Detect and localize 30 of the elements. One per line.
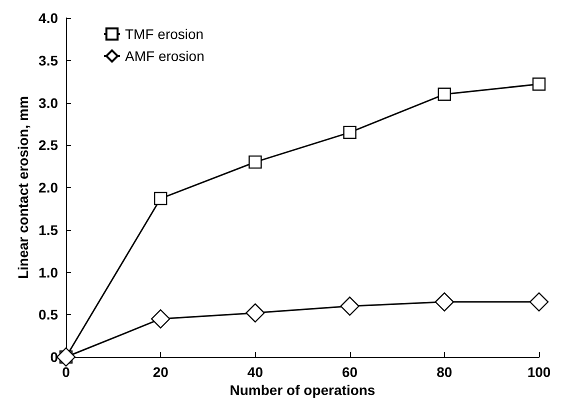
x-tick-label: 80 [436, 364, 452, 380]
y-tick-label: 1.0 [38, 264, 58, 280]
y-tick-label: 0.5 [38, 306, 58, 323]
x-tick-label: 100 [527, 364, 551, 380]
y-tick-label: 2.5 [38, 137, 58, 154]
point [246, 303, 265, 323]
point [248, 155, 262, 169]
x-tick-label: 40 [247, 364, 264, 380]
y-tick-label: 1.5 [38, 222, 58, 238]
x-tick-label: 20 [152, 364, 169, 380]
point [532, 78, 546, 91]
point [434, 292, 454, 312]
y-tick-label: 3.0 [38, 94, 58, 111]
y-axis-title: Linear contact erosion, mm [15, 96, 31, 279]
y-tick-label: 0 [50, 349, 58, 365]
point [56, 347, 76, 367]
y-tick-label: 4.0 [38, 10, 58, 26]
point [340, 296, 360, 316]
x-axis-title: Number of operations [230, 382, 376, 398]
point [529, 292, 549, 312]
point [438, 88, 451, 101]
x-tick-label: 0 [62, 364, 70, 380]
x-tick-label: 60 [342, 364, 358, 380]
point [151, 309, 170, 328]
legend-label: AMF erosion [125, 48, 204, 64]
y-tick-label: 2.0 [38, 180, 58, 196]
point [154, 192, 168, 206]
point [343, 126, 356, 140]
legend-label: TMF erosion [125, 26, 204, 42]
y-tick-label: 3.5 [38, 52, 58, 68]
